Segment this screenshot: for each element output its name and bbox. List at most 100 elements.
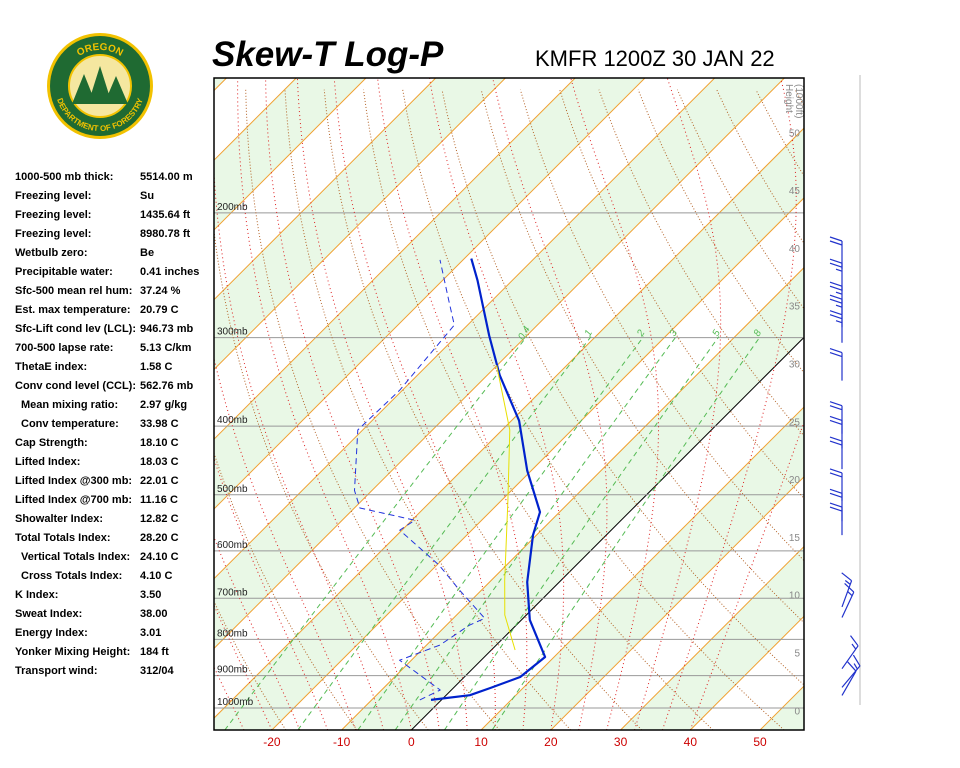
mixing-ratio-label: 3: [668, 328, 681, 339]
y-tick-label: 700mb: [217, 587, 248, 598]
isotherm: [689, 615, 804, 730]
index-label: Energy Index:: [15, 627, 88, 639]
y-tick-label: 600mb: [217, 540, 248, 551]
mixing-ratio-line: [394, 336, 677, 730]
index-label: Mean mixing ratio:: [21, 399, 118, 411]
index-label: Cap Strength:: [15, 437, 88, 449]
x-tick-label: -10: [333, 735, 351, 749]
index-label: Sfc-500 mean rel hum:: [15, 285, 132, 297]
isotherm: [341, 266, 804, 730]
index-label: 1000-500 mb thick:: [15, 171, 113, 183]
index-label: Freezing level:: [15, 209, 91, 221]
index-value: 20.79 C: [140, 304, 179, 316]
y-tick-label: 800mb: [217, 628, 248, 639]
isotherm: [214, 78, 716, 580]
wind-barb: [841, 635, 859, 670]
index-value: 24.10 C: [140, 551, 179, 563]
index-value: 38.00: [140, 608, 168, 620]
moist-adiabat: [333, 78, 496, 730]
index-label: Lifted Index:: [15, 456, 80, 468]
mixing-ratio-line: [443, 336, 720, 730]
y-tick-label: 200mb: [217, 202, 248, 213]
y2-tick-label: 30: [789, 360, 801, 371]
index-label: Total Totals Index:: [15, 532, 111, 544]
index-label: Sfc-Lift cond lev (LCL):: [15, 323, 136, 335]
wind-barb: [829, 348, 843, 381]
wind-barb: [829, 401, 843, 434]
index-value: 33.98 C: [140, 418, 179, 430]
y2-tick-label: 25: [789, 417, 801, 428]
isotherm: [214, 78, 646, 510]
y2-tick-label: 15: [789, 533, 801, 544]
index-label: Yonker Mixing Height:: [15, 646, 130, 658]
moist-adiabat: [689, 420, 804, 730]
index-value: 2.97 g/kg: [140, 399, 187, 411]
y2-axis-label: (1000ft): [793, 84, 804, 118]
wind-barb: [841, 654, 861, 688]
isotherm: [214, 127, 804, 719]
index-label: Precipitable water:: [15, 266, 113, 278]
y2-axis-label: Height: [783, 84, 794, 113]
y-tick-label: 400mb: [217, 415, 248, 426]
index-label: Est. max temperature:: [15, 304, 131, 316]
mixing-ratio-line: [357, 336, 645, 730]
moist-adiabat: [492, 78, 608, 730]
dry-adiabat: [402, 89, 785, 730]
mixing-ratio-label: 8: [752, 328, 765, 339]
mixing-ratio-label: 5: [711, 328, 724, 339]
index-label: Freezing level:: [15, 190, 91, 202]
moist-adiabat: [377, 78, 528, 730]
profile-line: [354, 259, 486, 701]
moist-adiabat: [237, 78, 412, 730]
index-value: 22.01 C: [140, 475, 179, 487]
index-value: 28.20 C: [140, 532, 179, 544]
moist-adiabat: [214, 457, 329, 730]
isotherm-band: [214, 128, 804, 730]
index-value: 562.76 mb: [140, 380, 193, 392]
wind-barb: [829, 258, 843, 292]
y-tick-label: 300mb: [217, 327, 248, 338]
moist-adiabat: [570, 78, 660, 730]
y2-tick-label: 20: [789, 475, 801, 486]
dry-adiabat: [794, 89, 804, 107]
moist-adiabat: [429, 78, 565, 730]
x-tick-label: 20: [544, 735, 558, 749]
index-value: 0.41 inches: [140, 266, 199, 278]
dry-adiabat: [214, 227, 429, 730]
isotherm: [214, 78, 367, 231]
y2-tick-label: 0: [794, 706, 800, 717]
index-value: 184 ft: [140, 646, 169, 658]
mixing-ratio-label: 2: [635, 328, 648, 340]
index-label: Sweat Index:: [15, 608, 82, 620]
y2-tick-label: 5: [794, 649, 800, 660]
y-tick-label: 1000mb: [217, 697, 254, 708]
y2-tick-label: 40: [789, 244, 801, 255]
index-value: 18.10 C: [140, 437, 179, 449]
isotherm: [214, 78, 576, 440]
chart-subtitle: KMFR 1200Z 30 JAN 22: [535, 46, 775, 71]
index-label: Lifted Index @700 mb:: [15, 494, 132, 506]
x-tick-label: -20: [263, 735, 281, 749]
index-label: K Index:: [15, 589, 58, 601]
index-label: Transport wind:: [15, 665, 98, 677]
mixing-ratio-line: [224, 336, 528, 730]
x-tick-label: 50: [753, 735, 767, 749]
index-label: Conv temperature:: [21, 418, 119, 430]
index-value: 1.58 C: [140, 361, 172, 373]
dry-adiabat: [323, 89, 643, 730]
chart-title: Skew-T Log-P: [212, 35, 444, 74]
x-tick-label: 40: [684, 735, 698, 749]
index-value: 5514.00 m: [140, 171, 193, 183]
mixing-ratio-line: [491, 336, 761, 730]
index-value: 18.03 C: [140, 456, 179, 468]
index-label: Vertical Totals Index:: [21, 551, 130, 563]
index-label: Conv cond level (CCL):: [15, 380, 136, 392]
isotherm: [620, 545, 804, 730]
dry-adiabat: [874, 90, 960, 730]
x-tick-label: 0: [408, 735, 415, 749]
index-label: Cross Totals Index:: [21, 570, 122, 582]
index-value: 3.50: [140, 589, 161, 601]
wind-barb: [829, 310, 843, 343]
indices-table: 1000-500 mb thick: 5514.00 m Freezing leve…: [15, 171, 199, 677]
isotherm: [480, 406, 804, 730]
